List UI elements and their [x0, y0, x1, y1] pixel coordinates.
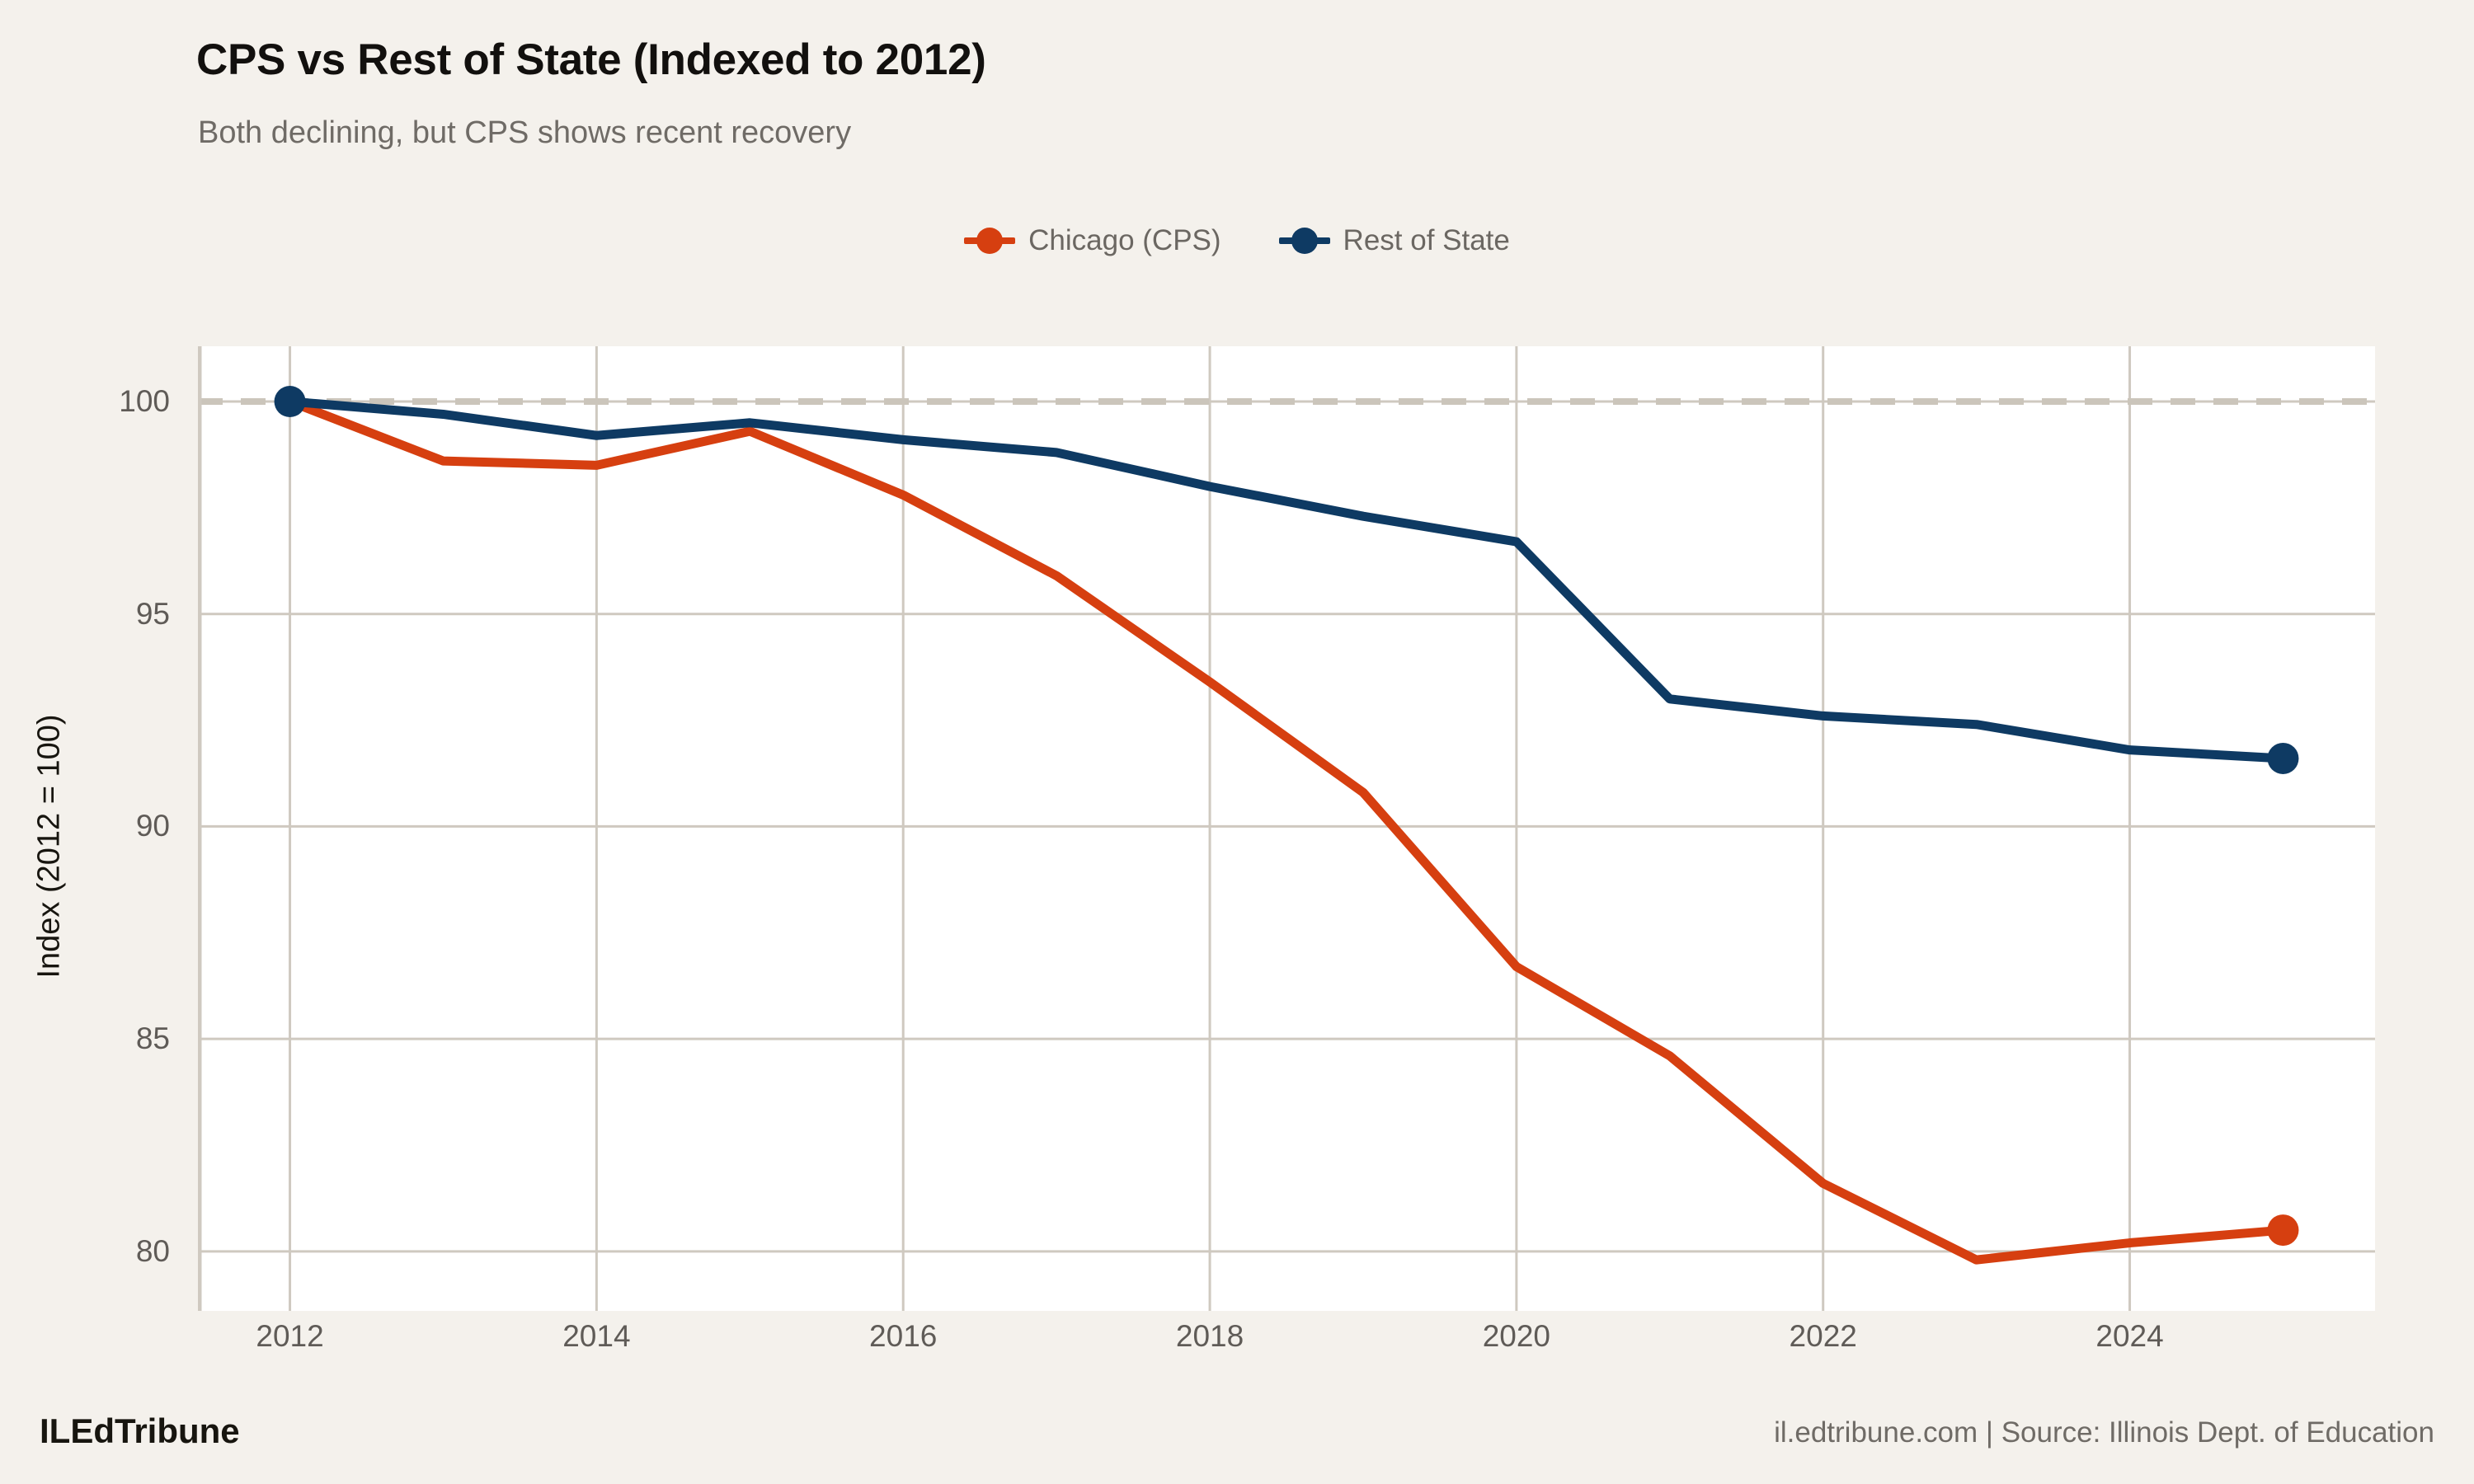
chart-legend: Chicago (CPS) Rest of State: [0, 224, 2474, 257]
plot-svg: [198, 346, 2375, 1311]
legend-label: Rest of State: [1343, 224, 1510, 256]
marker-start-rest-of-state[interactable]: [274, 386, 306, 418]
x-tick-label: 2012: [256, 1319, 324, 1353]
y-axis-ticks: 80 85 90 95 100: [0, 346, 172, 1311]
plot-area: [198, 346, 2375, 1311]
x-tick-label: 2022: [1789, 1319, 1857, 1353]
x-tick-label: 2020: [1482, 1319, 1551, 1353]
x-axis-ticks: 2012 2014 2016 2018 2020 2022 2024: [198, 1319, 2375, 1369]
marker-end-chicago-cps[interactable]: [2267, 1214, 2299, 1247]
x-tick-label: 2014: [562, 1319, 631, 1353]
legend-marker-icon: [1278, 227, 1330, 255]
x-tick-label: 2018: [1175, 1319, 1244, 1353]
y-tick-label: 80: [135, 1233, 170, 1268]
y-tick-label: 90: [135, 809, 170, 843]
y-tick-label: 100: [119, 384, 170, 418]
x-tick-label: 2024: [2095, 1319, 2164, 1353]
y-tick-label: 85: [135, 1021, 170, 1056]
footer-source: il.edtribune.com | Source: Illinois Dept…: [1774, 1416, 2434, 1449]
marker-end-rest-of-state[interactable]: [2267, 742, 2299, 774]
page-subtitle: Both declining, but CPS shows recent rec…: [198, 115, 852, 150]
page-title: CPS vs Rest of State (Indexed to 2012): [196, 35, 986, 84]
plot-background: [198, 346, 2375, 1311]
x-tick-label: 2016: [869, 1319, 938, 1353]
legend-item-rest-of-state[interactable]: Rest of State: [1278, 224, 1510, 257]
y-axis-title: Index (2012 = 100): [31, 714, 67, 979]
legend-marker-icon: [964, 227, 1016, 255]
legend-item-chicago-cps[interactable]: Chicago (CPS): [964, 224, 1221, 257]
y-tick-label: 95: [135, 596, 170, 631]
series-line-rest-of-state[interactable]: [285, 397, 2288, 763]
footer-brand: ILEdTribune: [40, 1411, 240, 1450]
legend-label: Chicago (CPS): [1028, 224, 1221, 256]
series-line-chicago-cps[interactable]: [285, 397, 2288, 1265]
